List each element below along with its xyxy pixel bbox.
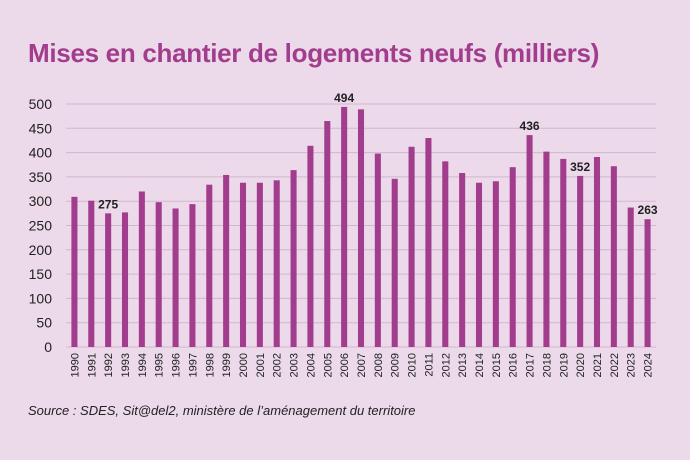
- bar-2008: [374, 153, 381, 347]
- x-tick-label: 1992: [103, 353, 115, 377]
- x-tick-label: 2019: [558, 353, 570, 377]
- x-tick-label: 1995: [154, 353, 166, 377]
- y-tick-label: 100: [29, 290, 53, 306]
- x-tick-label: 2022: [609, 353, 621, 377]
- x-tick-label: 1993: [120, 353, 132, 377]
- x-tick-label: 1994: [137, 353, 149, 377]
- x-tick-label: 2005: [322, 353, 334, 377]
- x-tick-label: 2013: [457, 353, 469, 377]
- y-tick-label: 500: [29, 96, 53, 112]
- x-tick-label: 1996: [171, 353, 183, 377]
- x-tick-label: 2023: [626, 353, 638, 377]
- x-tick-label: 2021: [592, 353, 604, 377]
- bar-1996: [172, 208, 179, 347]
- bar-2021: [593, 156, 601, 347]
- bar-2001: [256, 182, 263, 347]
- chart-title: Mises en chantier de logements neufs (mi…: [28, 38, 600, 68]
- y-tick-label: 300: [29, 193, 53, 209]
- y-tick-label: 150: [29, 266, 53, 282]
- bar-1992: [105, 213, 112, 347]
- bar-2015: [492, 181, 499, 347]
- bar-2020: [577, 175, 584, 347]
- bar-2014: [475, 182, 483, 347]
- bar-2002: [273, 180, 280, 347]
- bar-2017: [526, 135, 533, 347]
- x-tick-label: 1998: [204, 353, 216, 377]
- x-tick-label: 2018: [541, 353, 553, 377]
- x-tick-label: 2002: [272, 353, 284, 377]
- bar-2011: [425, 138, 432, 347]
- bar-2005: [324, 121, 331, 347]
- x-tick-label: 2006: [339, 353, 351, 377]
- y-tick-label: 450: [29, 120, 53, 136]
- bar-1994: [138, 191, 145, 347]
- x-tick-label: 2020: [575, 353, 587, 377]
- bar-1997: [189, 204, 196, 347]
- x-tick-label: 2003: [289, 353, 301, 377]
- x-tick-label: 1990: [69, 353, 81, 377]
- x-tick-label: 2016: [508, 353, 520, 377]
- x-tick-label: 2008: [373, 353, 385, 377]
- x-tick-label: 2017: [525, 353, 537, 377]
- bar-2022: [610, 166, 617, 347]
- data-label-2020: 352: [570, 160, 590, 174]
- y-tick-label: 400: [29, 145, 53, 161]
- x-tick-label: 2001: [255, 353, 267, 377]
- bar-1999: [223, 174, 230, 347]
- bar-1995: [155, 202, 162, 347]
- x-tick-label: 2014: [474, 353, 486, 377]
- data-label-2017: 436: [520, 119, 540, 133]
- data-label-1992: 275: [98, 197, 118, 211]
- x-tick-label: 2012: [440, 353, 452, 377]
- y-tick-label: 50: [36, 315, 52, 331]
- bar-1993: [121, 212, 129, 347]
- bar-2012: [442, 161, 449, 347]
- bar-2023: [627, 207, 634, 347]
- bar-2024: [644, 219, 651, 347]
- bar-2003: [290, 170, 297, 347]
- y-tick-label: 250: [29, 218, 53, 234]
- bar-1991: [88, 200, 95, 347]
- x-tick-label: 2024: [643, 353, 655, 377]
- y-axis-ticks: 0 50 100 150 200 250 300 350 400 450 500: [29, 96, 53, 355]
- bars: [71, 106, 651, 347]
- bar-2010: [408, 146, 415, 347]
- x-tick-label: 2007: [356, 353, 368, 377]
- x-tick-label: 2004: [305, 353, 317, 377]
- x-tick-label: 2009: [390, 353, 402, 377]
- bar-2016: [509, 167, 516, 347]
- data-labels: 275 494 436 352 263: [98, 91, 658, 217]
- data-label-2006: 494: [334, 91, 354, 105]
- bar-2000: [239, 182, 247, 347]
- x-axis-ticks: 1990 1991 1992 1993 1994 1995 1996 1997 1998 1999…: [69, 353, 654, 377]
- bar-1990: [71, 196, 78, 347]
- bar-2006: [341, 106, 348, 347]
- x-tick-label: 2011: [423, 353, 435, 377]
- bar-1998: [206, 184, 213, 347]
- x-tick-label: 1997: [187, 353, 199, 377]
- x-tick-label: 2000: [238, 353, 250, 377]
- bar-2019: [560, 158, 567, 347]
- bar-2009: [391, 178, 398, 347]
- x-tick-label: 1991: [86, 353, 98, 377]
- x-tick-label: 2015: [491, 353, 503, 377]
- y-tick-label: 350: [29, 169, 53, 185]
- source-note: Source : SDES, Sit@del2, ministère de l’…: [28, 403, 416, 418]
- data-label-2024: 263: [638, 203, 658, 217]
- bar-2018: [543, 151, 550, 347]
- y-tick-label: 200: [29, 242, 53, 258]
- x-tick-label: 1999: [221, 353, 233, 377]
- bar-2013: [459, 173, 466, 347]
- x-tick-label: 2010: [407, 353, 419, 377]
- y-tick-label: 0: [44, 339, 52, 355]
- bar-2004: [307, 145, 314, 347]
- bar-2007: [357, 109, 365, 347]
